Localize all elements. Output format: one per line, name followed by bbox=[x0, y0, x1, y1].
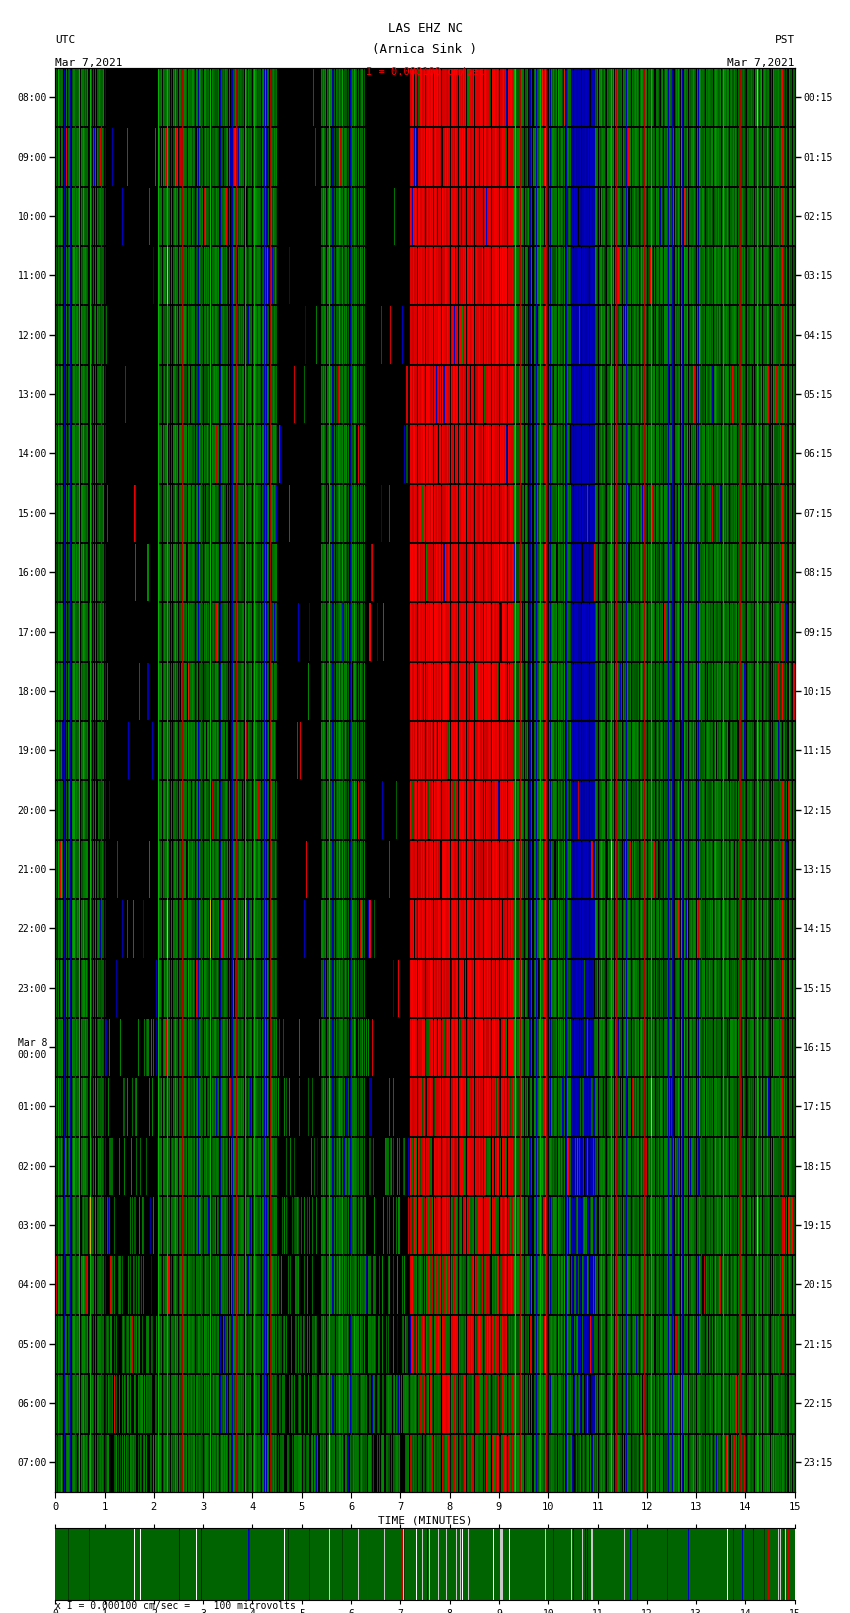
Text: Mar 7,2021: Mar 7,2021 bbox=[728, 58, 795, 68]
Text: PST: PST bbox=[774, 35, 795, 45]
X-axis label: TIME (MINUTES): TIME (MINUTES) bbox=[377, 1515, 473, 1526]
Text: (Arnica Sink ): (Arnica Sink ) bbox=[372, 44, 478, 56]
Text: x I = 0.000100 cm/sec =    100 microvolts: x I = 0.000100 cm/sec = 100 microvolts bbox=[55, 1602, 296, 1611]
Text: Mar 7,2021: Mar 7,2021 bbox=[55, 58, 122, 68]
Text: LAS EHZ NC: LAS EHZ NC bbox=[388, 23, 462, 35]
Text: UTC: UTC bbox=[55, 35, 76, 45]
Text: I = 0.000100 cm/sec: I = 0.000100 cm/sec bbox=[366, 68, 484, 77]
